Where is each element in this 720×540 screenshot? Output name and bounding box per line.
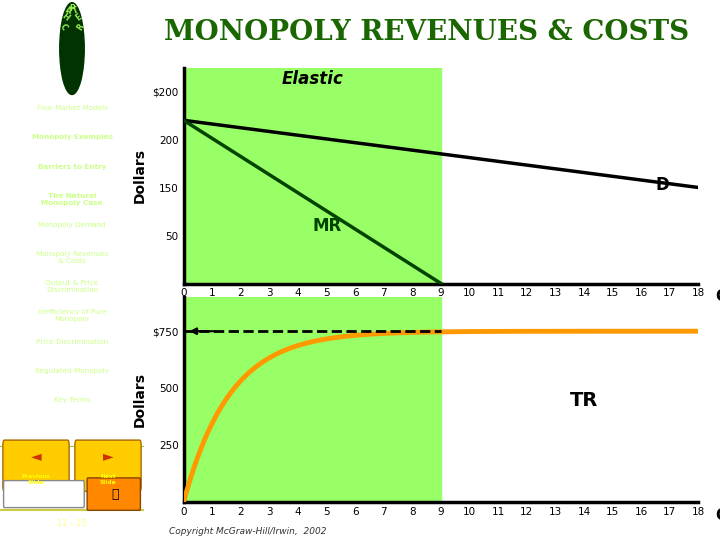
Text: Monopoly Revenues
& Costs: Monopoly Revenues & Costs — [36, 251, 108, 264]
Text: MR: MR — [312, 217, 341, 235]
Text: Regulated Monopoly: Regulated Monopoly — [35, 368, 109, 374]
FancyBboxPatch shape — [75, 440, 141, 491]
Text: Monopoly Demand: Monopoly Demand — [38, 222, 106, 228]
Text: P: P — [69, 4, 75, 13]
Text: Next
Slide: Next Slide — [99, 474, 117, 485]
Text: ◄: ◄ — [31, 449, 41, 463]
Text: Q: Q — [715, 509, 720, 523]
Text: Price Discrimination: Price Discrimination — [36, 339, 108, 345]
Circle shape — [60, 3, 84, 94]
Text: MONOPOLY REVENUES & COSTS: MONOPOLY REVENUES & COSTS — [164, 19, 689, 46]
Text: E: E — [74, 12, 84, 22]
Text: Output & Price
Discrimination: Output & Price Discrimination — [45, 280, 99, 293]
Text: D: D — [655, 176, 670, 194]
Text: Key Terms: Key Terms — [54, 397, 90, 403]
Text: Copyright McGraw-Hill/Irwin,  2002: Copyright McGraw-Hill/Irwin, 2002 — [169, 526, 327, 536]
FancyBboxPatch shape — [3, 440, 69, 491]
Text: R: R — [76, 22, 86, 32]
Bar — [184, 297, 441, 502]
Bar — [184, 68, 441, 284]
Text: Monopoly Examples: Monopoly Examples — [32, 134, 112, 140]
Text: End
Show: End Show — [35, 489, 49, 500]
Text: The Natural
Monopoly Case: The Natural Monopoly Case — [41, 193, 103, 206]
Y-axis label: Dollars: Dollars — [133, 148, 147, 203]
Text: Q: Q — [715, 289, 720, 304]
Y-axis label: Dollars: Dollars — [132, 372, 147, 427]
Text: ►: ► — [103, 449, 113, 463]
Text: Barriers to Entry: Barriers to Entry — [38, 164, 106, 170]
Text: C: C — [58, 22, 68, 32]
FancyBboxPatch shape — [4, 481, 84, 508]
Text: Four Market Models: Four Market Models — [37, 105, 107, 111]
FancyBboxPatch shape — [87, 478, 140, 510]
Text: 11 - 15: 11 - 15 — [58, 519, 86, 528]
Text: Elastic: Elastic — [282, 70, 343, 88]
Text: Inefficiency of Pure
Monopoly: Inefficiency of Pure Monopoly — [37, 309, 107, 322]
Text: H: H — [60, 11, 71, 23]
Text: T: T — [71, 5, 80, 16]
Text: TR: TR — [570, 392, 598, 410]
Text: ⏭: ⏭ — [112, 488, 119, 501]
Text: A: A — [64, 5, 73, 16]
Text: Previous
Slide: Previous Slide — [22, 474, 50, 485]
